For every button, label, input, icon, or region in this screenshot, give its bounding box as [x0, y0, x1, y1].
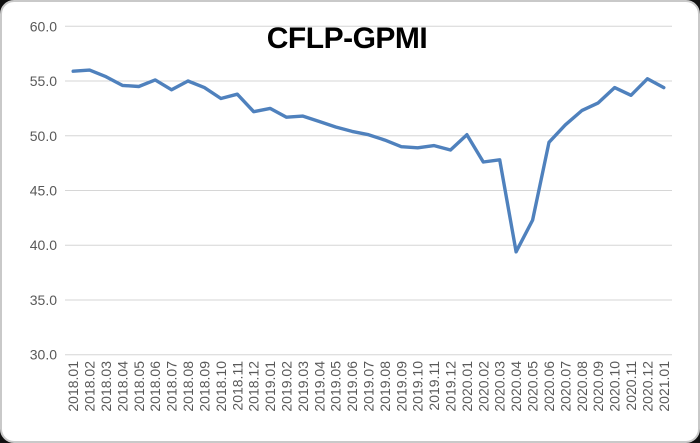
x-axis-tick-label: 2019.02 [278, 361, 294, 412]
x-axis-tick-label: 2019.05 [328, 361, 344, 412]
x-axis-tick-label: 2020.06 [541, 361, 557, 412]
x-axis-tick-label: 2018.07 [164, 361, 180, 412]
x-axis-tick-label: 2020.11 [623, 361, 639, 411]
x-axis-tick-label: 2019.06 [344, 361, 360, 412]
x-axis-tick-label: 2020.12 [639, 361, 655, 412]
y-axis-tick-label: 50.0 [30, 128, 57, 144]
x-axis-tick-label: 2020.05 [525, 361, 541, 412]
x-axis-tick-label: 2019.01 [262, 361, 278, 412]
x-axis-tick-label: 2018.08 [180, 361, 196, 412]
x-axis-tick-label: 2020.10 [607, 361, 623, 412]
y-axis-tick-label: 55.0 [30, 73, 57, 89]
x-axis-tick-label: 2019.10 [410, 361, 426, 412]
x-axis-tick-label: 2020.01 [459, 361, 475, 412]
x-axis-tick-label: 2018.04 [114, 361, 130, 412]
y-axis-tick-label: 40.0 [30, 237, 57, 253]
y-axis-tick-label: 35.0 [30, 292, 57, 308]
x-axis-tick-label: 2018.05 [131, 361, 147, 412]
x-axis-tick-label: 2020.09 [590, 361, 606, 412]
x-axis-tick-label: 2020.04 [508, 361, 524, 412]
y-axis-tick-label: 30.0 [30, 347, 57, 363]
x-axis-tick-label: 2018.06 [147, 361, 163, 412]
x-axis-tick-label: 2019.09 [393, 361, 409, 412]
x-axis-tick-label: 2018.03 [98, 361, 114, 412]
x-axis-tick-label: 2019.03 [295, 361, 311, 412]
pmi-series-line [71, 68, 666, 254]
x-axis-tick-label: 2019.12 [443, 361, 459, 412]
x-axis-tick-label: 2019.04 [311, 361, 327, 412]
x-axis-tick-label: 2019.11 [426, 361, 442, 411]
x-axis-tick-label: 2021.01 [656, 361, 672, 412]
y-axis-tick-label: 60.0 [30, 18, 57, 34]
x-axis-tick-label: 2018.10 [213, 361, 229, 412]
x-axis-tick-label: 2019.08 [377, 361, 393, 412]
x-axis-tick-label: 2018.02 [82, 361, 98, 412]
chart-title: CFLP-GPMI [266, 22, 428, 55]
x-axis-tick-label: 2020.03 [492, 361, 508, 412]
x-axis-tick-label: 2018.12 [246, 361, 262, 412]
x-axis-tick-label: 2018.11 [229, 361, 245, 411]
x-axis-tick-label: 2020.07 [557, 361, 573, 412]
x-axis-tick-label: 2018.01 [65, 361, 81, 412]
x-axis-tick-label: 2020.02 [475, 361, 491, 412]
y-axis-tick-label: 45.0 [30, 183, 57, 199]
x-axis-tick-label: 2018.09 [196, 361, 212, 412]
x-axis-tick-label: 2019.07 [361, 361, 377, 412]
x-axis-tick-label: 2020.08 [574, 361, 590, 412]
